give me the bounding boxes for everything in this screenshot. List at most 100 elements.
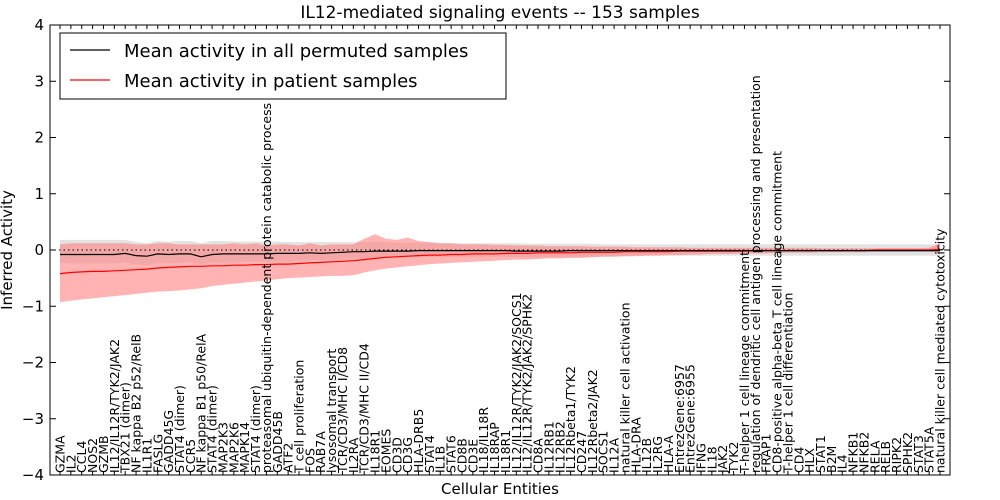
x-category-label: JAK2 bbox=[715, 445, 730, 474]
x-category-label: T-helper 1 cell differentiation bbox=[780, 293, 795, 474]
x-category-label: natural killer cell activation bbox=[617, 302, 632, 473]
legend-label-patient: Mean activity in patient samples bbox=[124, 71, 418, 92]
y-axis-label: Inferred Activity bbox=[0, 190, 16, 310]
x-category-label: IL1R1 bbox=[139, 438, 154, 473]
x-category-label: STAT3 bbox=[911, 435, 926, 473]
x-category-label: IL4 bbox=[835, 454, 850, 473]
x-category-label: IL2RG bbox=[650, 436, 665, 473]
x-category-label: NFKB2 bbox=[857, 432, 872, 473]
x-category-label: IL12/IL12R/TYK2/JAK2/SPHK2 bbox=[520, 294, 535, 473]
x-category-label: IL12/IL12R/TYK2/JAK2 bbox=[107, 339, 122, 473]
x-category-label: CD8-positive alpha-beta T cell lineage c… bbox=[770, 151, 785, 473]
x-category-label: IL12RB1 bbox=[541, 421, 556, 473]
y-tick-label: 3 bbox=[34, 72, 44, 90]
plot-area: GZMAIL2CCL4NOS2GZMBIL12/IL12R/TYK2/JAK2T… bbox=[22, 16, 951, 484]
x-category-label: IL18 bbox=[704, 446, 719, 473]
x-category-label: STAT4 bbox=[422, 435, 437, 473]
x-category-label: CD8A bbox=[531, 438, 546, 473]
x-category-label: CD4 bbox=[791, 447, 806, 473]
x-category-label: STAT1 bbox=[813, 435, 828, 473]
category-labels: GZMAIL2CCL4NOS2GZMBIL12/IL12R/TYK2/JAK2T… bbox=[53, 75, 948, 474]
x-category-label: HLA-DRA bbox=[628, 417, 643, 473]
x-category-label: HLX bbox=[802, 448, 817, 473]
x-category-label: ATF2 bbox=[281, 443, 296, 473]
x-category-label: RAB7A bbox=[313, 431, 328, 473]
y-tick-label: −3 bbox=[22, 410, 44, 428]
y-tick-label: 0 bbox=[34, 241, 44, 259]
x-category-label: proteasomal ubiquitin-dependent protein … bbox=[259, 103, 274, 473]
x-category-label: T cell proliferation bbox=[292, 360, 307, 474]
x-category-label: RIPK2 bbox=[889, 437, 904, 473]
x-category-label: STAT4 (dimer) bbox=[205, 385, 220, 473]
x-category-label: IL12Rbeta1/TYK2 bbox=[563, 366, 578, 473]
x-category-label: IL18R1 bbox=[368, 430, 383, 473]
x-category-label: HLA-DRB5 bbox=[411, 409, 426, 473]
x-category-label: FASLG bbox=[150, 434, 165, 473]
legend-box bbox=[59, 32, 507, 100]
x-category-label: IL2RA bbox=[346, 437, 361, 473]
x-category-label: STAT5A bbox=[922, 426, 937, 473]
x-category-label: IL18RAP bbox=[487, 422, 502, 473]
x-category-label: CCR5 bbox=[183, 439, 198, 473]
permuted-mean-line bbox=[60, 250, 940, 258]
y-tick-label: −1 bbox=[22, 297, 44, 315]
x-category-label: IFNG bbox=[694, 443, 709, 473]
x-category-label: TBX21 (dimer) bbox=[118, 382, 133, 474]
x-category-label: IL12A bbox=[607, 437, 622, 473]
x-category-label: TCR/CD3/MHC II/CD4 bbox=[357, 343, 372, 474]
x-category-label: NF kappa B1 p50/RelA bbox=[194, 333, 209, 473]
x-category-label: IL1B bbox=[433, 446, 448, 473]
x-category-label: GADD45B bbox=[270, 411, 285, 473]
x-category-label: MAPK14 bbox=[237, 422, 252, 473]
x-category-label: TYK2 bbox=[726, 442, 741, 474]
x-category-label: NOS2 bbox=[85, 438, 100, 473]
chart-title: IL12-mediated signaling events -- 153 sa… bbox=[300, 3, 700, 23]
x-category-label: NFKB1 bbox=[846, 432, 861, 473]
x-category-label: GZMA bbox=[53, 435, 68, 473]
legend: Mean activity in all permuted samples Me… bbox=[59, 32, 507, 100]
x-category-label: CD247 bbox=[574, 431, 589, 473]
x-category-label: NF kappa B2 p52/RelB bbox=[129, 334, 144, 473]
y-tick-label: 4 bbox=[34, 16, 44, 34]
x-category-label: FOS bbox=[302, 448, 317, 473]
x-category-label: GZMB bbox=[96, 435, 111, 473]
series-lines bbox=[50, 248, 950, 275]
x-category-label: EntrezGene:6957 bbox=[672, 364, 687, 473]
x-category-label: IL12B bbox=[639, 438, 654, 473]
x-category-label: IL2 bbox=[63, 454, 78, 473]
x-category-label: GADD45G bbox=[161, 410, 176, 473]
x-category-label: MAP2K6 bbox=[226, 422, 241, 473]
y-tick-label: 2 bbox=[34, 129, 44, 147]
x-category-label: SPHK2 bbox=[900, 432, 915, 473]
y-tick-label: −4 bbox=[22, 466, 44, 484]
x-category-label: FRAP1 bbox=[759, 434, 774, 473]
x-category-label: RELB bbox=[878, 441, 893, 473]
x-category-label: CD3E bbox=[465, 439, 480, 473]
x-category-label: CD3G bbox=[400, 437, 415, 473]
x-category-label: RELA bbox=[867, 440, 882, 473]
x-axis-ticks bbox=[59, 25, 941, 475]
x-category-label: T-helper 1 cell lineage commitment bbox=[737, 251, 752, 474]
y-tick-label: −2 bbox=[22, 354, 44, 372]
x-category-label: IL12/IL12R/TYK2/JAK2/SOCS1 bbox=[509, 292, 524, 473]
x-category-label: IL18R1 bbox=[498, 430, 513, 473]
legend-label-permuted: Mean activity in all permuted samples bbox=[124, 41, 468, 62]
x-category-label: HLA-A bbox=[661, 435, 676, 473]
x-axis-label: Cellular Entities bbox=[441, 480, 559, 498]
y-axis: −4 −3 −2 −1 0 1 2 3 4 bbox=[22, 16, 950, 484]
x-category-label: lysosomal transport bbox=[324, 349, 339, 473]
x-category-label: EntrezGene:6955 bbox=[683, 364, 698, 473]
x-category-label: IL12RB2 bbox=[552, 421, 567, 473]
x-category-label: STAT4 (dimer) bbox=[248, 385, 263, 473]
x-category-label: MAP2K3 bbox=[216, 422, 231, 473]
x-category-label: TCR/CD3/MHC I/CD8 bbox=[335, 347, 350, 474]
x-category-label: CD8B bbox=[455, 438, 470, 473]
x-category-label: natural killer cell mediated cytotoxicit… bbox=[933, 228, 948, 473]
x-category-label: IL18/IL18R bbox=[476, 407, 491, 473]
x-category-label: B2M bbox=[824, 446, 839, 473]
x-category-label: regulation of dendritic cell antigen pro… bbox=[748, 75, 763, 473]
x-category-label: STAT4 (dimer) bbox=[172, 385, 187, 473]
x-category-label: SOCS1 bbox=[596, 431, 611, 473]
x-category-label: IL12Rbeta2/JAK2 bbox=[585, 369, 600, 473]
